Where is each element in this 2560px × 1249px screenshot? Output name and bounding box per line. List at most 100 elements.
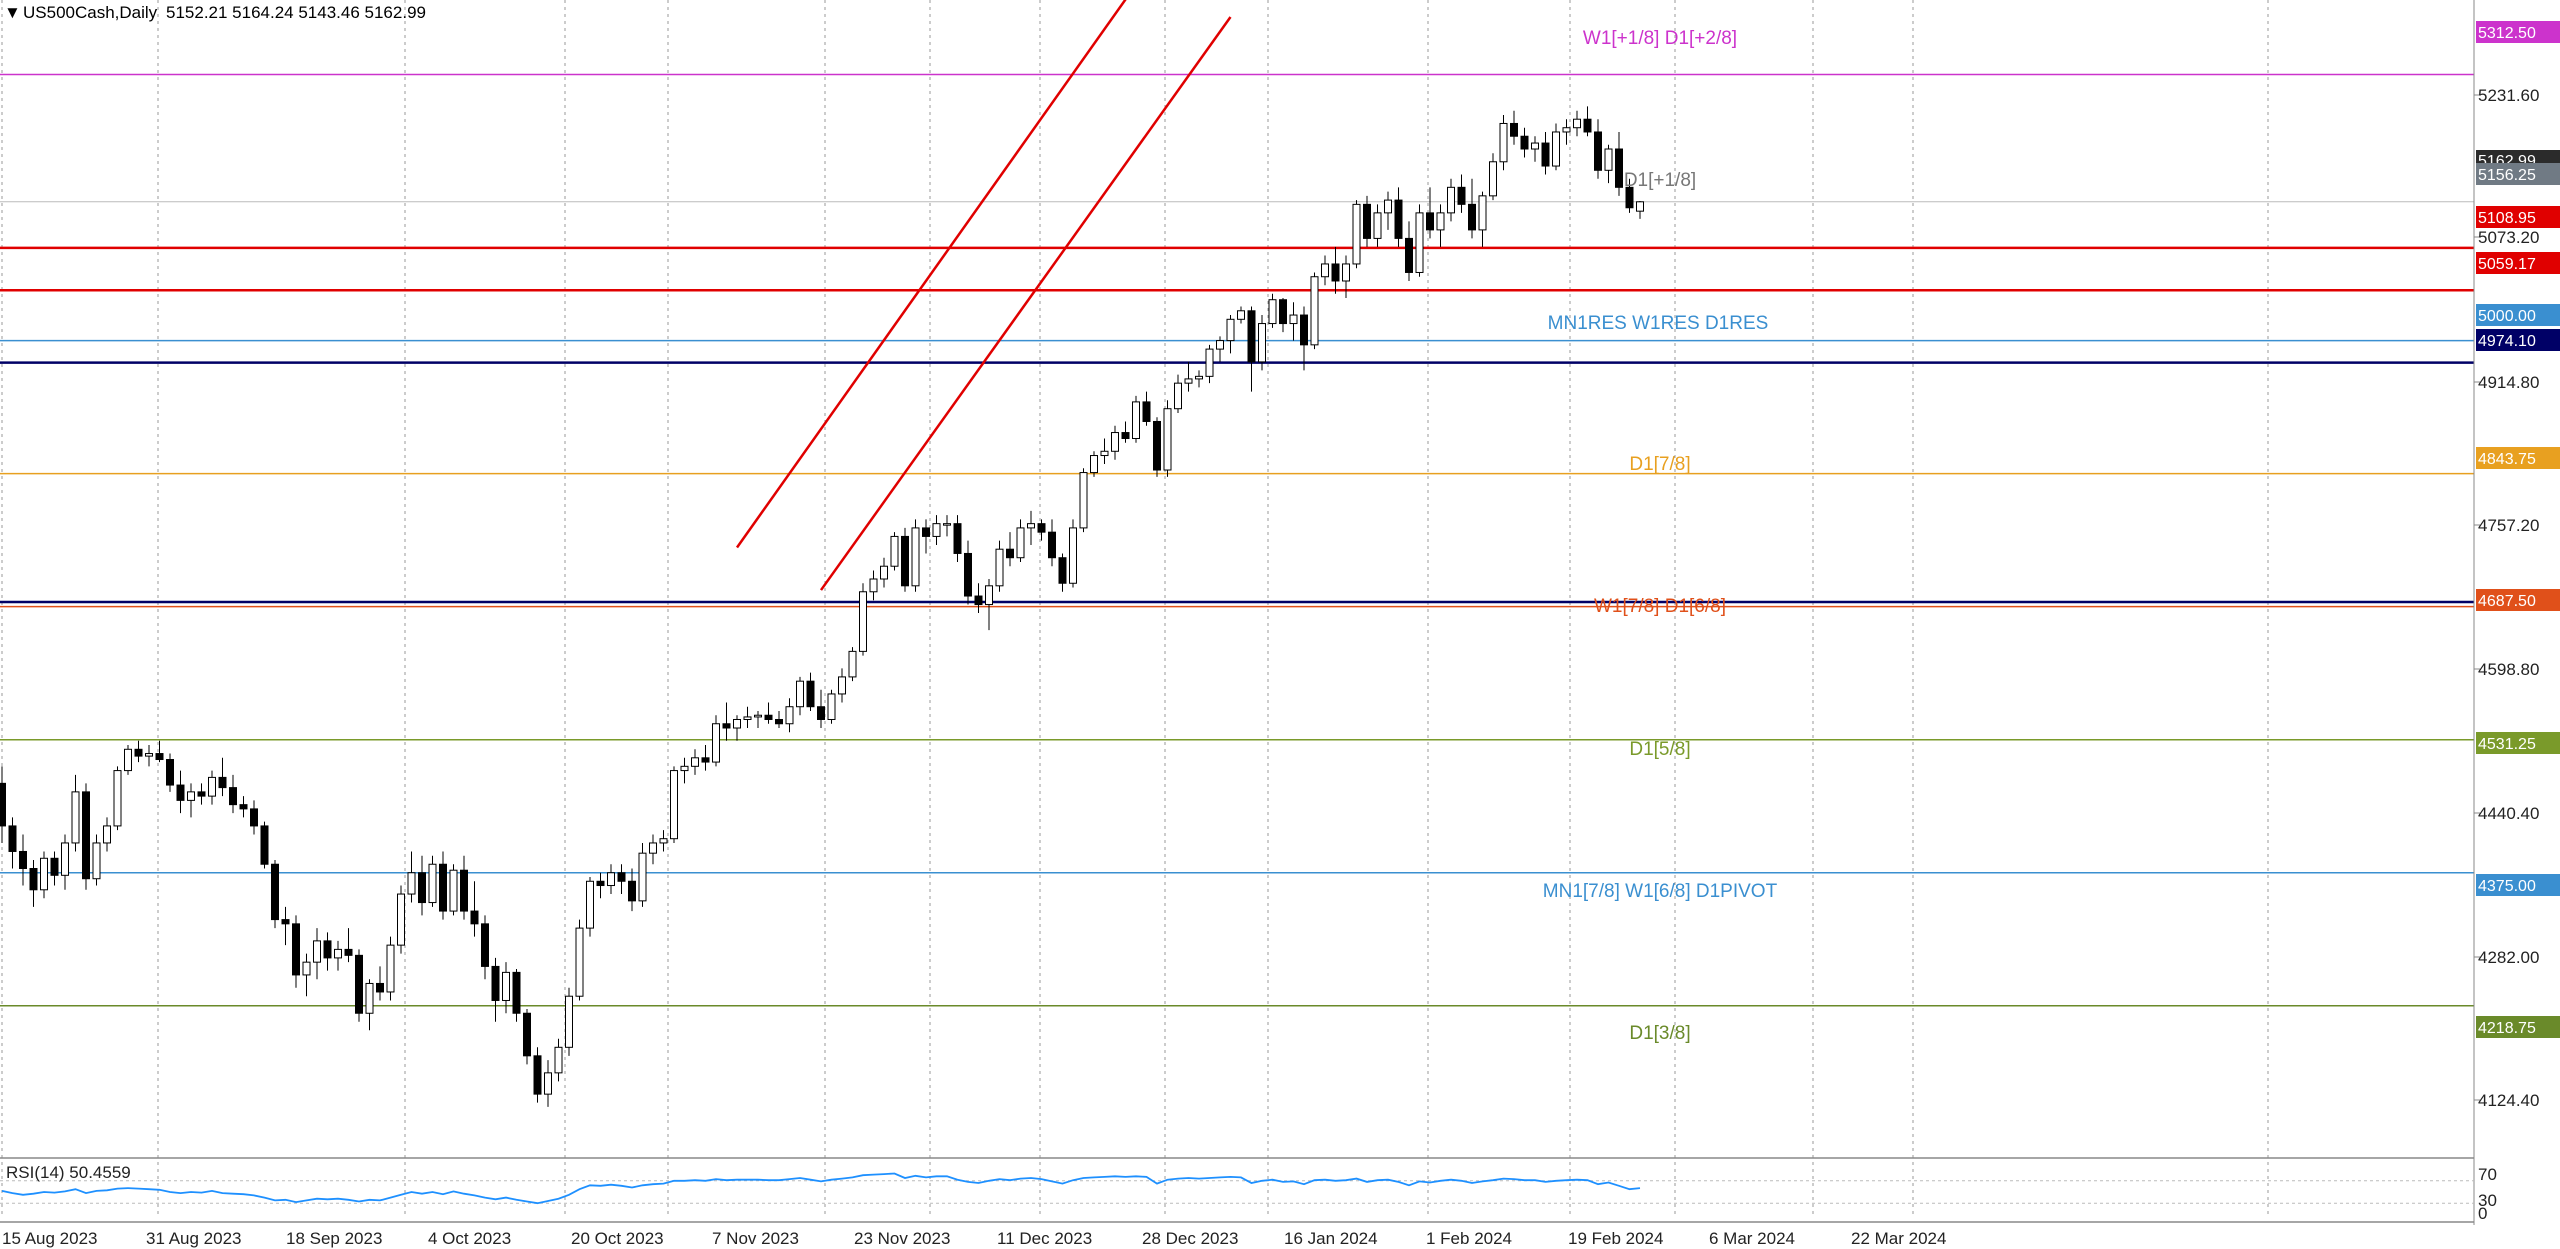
- candle: [1279, 298, 1287, 333]
- candle: [1006, 532, 1014, 567]
- candle: [817, 689, 825, 729]
- candle: [1384, 191, 1392, 230]
- candle: [1552, 123, 1560, 171]
- price-tag: [2476, 163, 2560, 185]
- candle: [586, 877, 594, 937]
- candle: [680, 757, 689, 784]
- candle: [29, 859, 38, 907]
- candle: [19, 834, 27, 886]
- candle: [1615, 131, 1623, 196]
- candle: [134, 740, 143, 763]
- candle: [313, 928, 321, 980]
- candle: [250, 800, 258, 835]
- candle: [838, 668, 846, 703]
- candle: [544, 1060, 552, 1107]
- price-tag-label: 4531.25: [2478, 736, 2536, 753]
- price-tag: [2476, 589, 2560, 611]
- channel-upper-line: [735, 0, 1127, 549]
- candle: [743, 706, 752, 729]
- candle: [1436, 204, 1445, 247]
- price-tag: [2476, 874, 2560, 896]
- candle: [1090, 451, 1098, 477]
- date-tick-label: 23 Nov 2023: [854, 1229, 950, 1248]
- candle: [1300, 306, 1308, 371]
- candle: [50, 851, 59, 886]
- price-tag-label: 4974.10: [2478, 333, 2536, 350]
- candle: [565, 987, 573, 1056]
- candle: [1468, 178, 1476, 239]
- price-tick-label: 4598.80: [2478, 660, 2539, 679]
- price-tag-label: 4687.50: [2478, 593, 2536, 610]
- candle: [575, 919, 584, 1001]
- trend-channel: [735, 0, 1232, 591]
- candle: [334, 940, 342, 971]
- candle: [407, 851, 416, 903]
- candle: [1531, 136, 1539, 162]
- candle: [1132, 395, 1140, 443]
- rsi-line: [1, 1172, 1641, 1205]
- candle: [533, 1047, 542, 1103]
- candle: [1016, 519, 1025, 562]
- price-tick-label: 4440.40: [2478, 804, 2539, 823]
- candle: [659, 830, 668, 852]
- candle: [880, 557, 888, 588]
- candle: [1594, 119, 1602, 179]
- candle: [670, 766, 678, 843]
- candle: [8, 817, 17, 869]
- candle: [1153, 417, 1161, 477]
- candle: [712, 715, 720, 767]
- price-tag: [2476, 206, 2560, 228]
- level-label: D1[+1/8]: [1624, 170, 1696, 191]
- price-tag: [2476, 447, 2560, 469]
- candle: [1457, 174, 1466, 213]
- price-tick-label: 4282.00: [2478, 948, 2539, 967]
- candle: [1604, 144, 1613, 184]
- symbol-dropdown-icon[interactable]: ▼: [4, 3, 21, 22]
- candle: [1216, 336, 1224, 362]
- ohlc-values: 5152.21 5164.24 5143.46 5162.99: [166, 3, 426, 22]
- candle: [1426, 187, 1434, 239]
- candle: [1289, 302, 1298, 341]
- candle: [491, 957, 500, 1022]
- candle: [113, 766, 122, 831]
- candle: [785, 698, 794, 733]
- date-tick-label: 31 Aug 2023: [146, 1229, 241, 1248]
- candle: [323, 932, 332, 971]
- candle: [1069, 519, 1077, 588]
- candle: [1174, 374, 1182, 413]
- candle: [806, 672, 815, 711]
- candle: [460, 855, 468, 920]
- candle: [1111, 425, 1119, 460]
- date-tick-label: 16 Jan 2024: [1284, 1229, 1378, 1248]
- candle: [1478, 191, 1487, 247]
- price-tag-label: 5059.17: [2478, 256, 2536, 273]
- candle: [1499, 114, 1508, 171]
- price-tag: [2476, 732, 2560, 754]
- candle: [827, 689, 836, 724]
- price-tag: [2476, 252, 2560, 274]
- candle: [376, 966, 384, 1001]
- candle: [1237, 306, 1245, 324]
- candles: [0, 106, 1644, 1107]
- candle: [922, 519, 930, 554]
- price-tag-label: 5312.50: [2478, 25, 2536, 42]
- candle: [1573, 110, 1581, 137]
- candle: [911, 519, 920, 592]
- candle: [1258, 315, 1266, 371]
- candle: [292, 915, 300, 988]
- candle: [397, 885, 405, 954]
- candle: [229, 774, 237, 814]
- candle: [1226, 315, 1235, 354]
- candle: [187, 783, 195, 818]
- candle: [428, 855, 437, 907]
- candle: [1163, 400, 1172, 477]
- candle: [1027, 510, 1035, 545]
- price-tick-label: 5231.60: [2478, 86, 2539, 105]
- candle: [418, 855, 426, 916]
- candle: [890, 532, 899, 571]
- candle: [1037, 519, 1046, 541]
- level-labels: W1[+1/8] D1[+2/8] MN1RES W1RES D1RES D1[7/…: [1543, 28, 1778, 1044]
- candle: [1079, 468, 1088, 533]
- candle: [1048, 519, 1056, 567]
- price-tag-label: 4843.75: [2478, 451, 2536, 468]
